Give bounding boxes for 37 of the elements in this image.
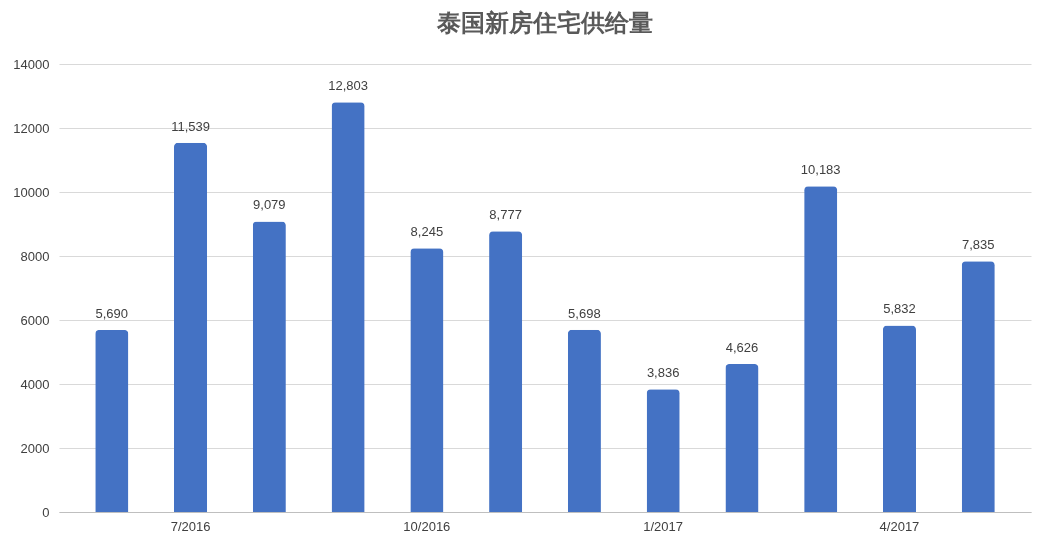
y-tick-label: 12000 bbox=[13, 120, 50, 136]
bar bbox=[410, 248, 444, 512]
y-tick-label: 14000 bbox=[13, 56, 50, 72]
y-tick-label: 2000 bbox=[20, 440, 50, 456]
y-tick-label: 8000 bbox=[20, 248, 50, 264]
data-label: 12,803 bbox=[328, 78, 368, 94]
bar bbox=[252, 221, 286, 512]
data-label: 10,183 bbox=[800, 162, 841, 178]
x-tick-label: 10/2016 bbox=[403, 518, 451, 534]
data-label: 8,777 bbox=[489, 207, 522, 223]
bar bbox=[804, 186, 838, 512]
bar bbox=[882, 325, 916, 512]
data-label: 11,539 bbox=[171, 118, 210, 134]
data-label: 5,698 bbox=[568, 305, 601, 321]
bar bbox=[646, 389, 680, 512]
x-tick-label: 7/2016 bbox=[170, 518, 211, 534]
bar bbox=[567, 329, 601, 512]
data-label: 9,079 bbox=[253, 197, 286, 213]
bar bbox=[331, 102, 365, 512]
x-tick-label: 4/2017 bbox=[879, 518, 920, 534]
data-label: 3,836 bbox=[646, 365, 680, 381]
data-label: 4,626 bbox=[725, 339, 759, 355]
data-label: 8,245 bbox=[410, 224, 444, 240]
y-tick-label: 4000 bbox=[20, 376, 50, 392]
data-label: 5,690 bbox=[95, 305, 129, 321]
bar bbox=[489, 231, 523, 512]
y-tick-label: 10000 bbox=[13, 184, 50, 200]
data-label: 7,835 bbox=[961, 237, 995, 253]
bar bbox=[174, 142, 208, 512]
x-tick-label: 1/2017 bbox=[643, 518, 684, 534]
bar bbox=[961, 261, 995, 512]
data-label: 5,832 bbox=[883, 301, 916, 317]
chart-title: 泰国新房住宅供给量 bbox=[436, 9, 653, 36]
y-tick-label: 0 bbox=[42, 504, 50, 520]
y-tick-label: 6000 bbox=[20, 312, 50, 328]
bar bbox=[725, 363, 759, 512]
bar bbox=[95, 329, 129, 512]
